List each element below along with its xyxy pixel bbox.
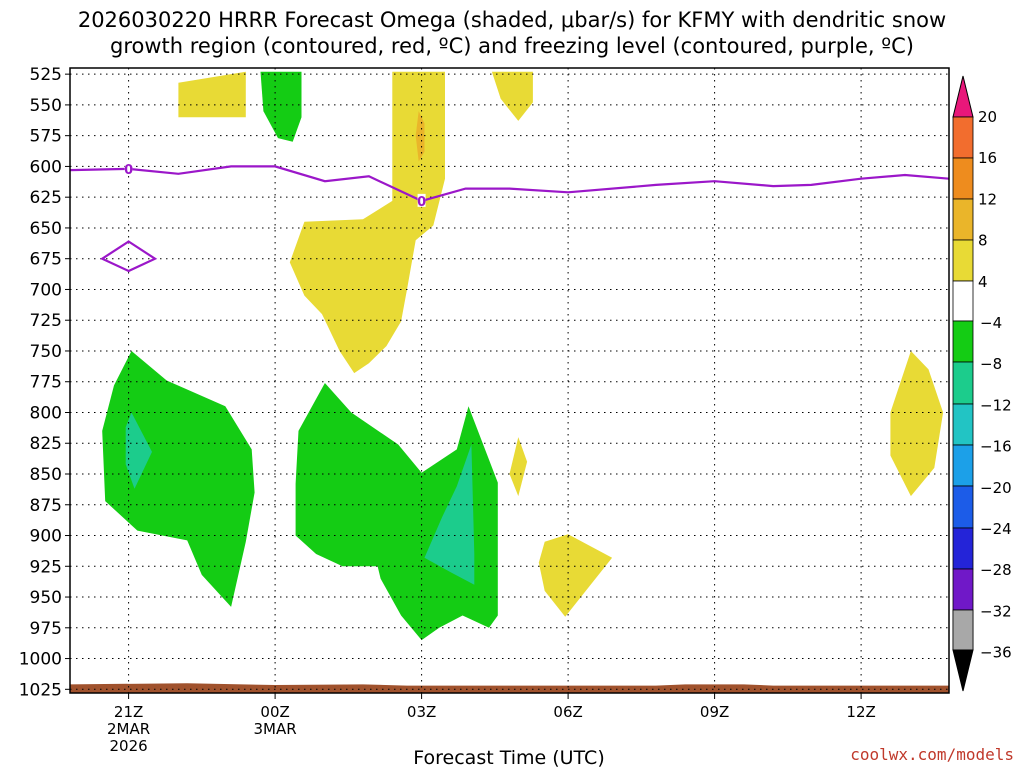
colorbar-bin-4 — [952, 239, 974, 282]
freezing-label-bg-0 — [124, 161, 133, 175]
colorbar-top-arrow — [952, 75, 974, 118]
colorbar-label-13: −36 — [980, 644, 1012, 662]
y-axis-ticks: 525 550 575 600 625 650 675 700 725 750 775 800 825 8… — [19, 65, 70, 700]
colorbar-bin-8 — [952, 403, 974, 446]
colorbar-label-8: −16 — [980, 438, 1012, 456]
colorbar-bin-6 — [952, 320, 974, 363]
colorbar-label-1: 16 — [978, 149, 997, 167]
colorbar-label-2: 12 — [978, 190, 997, 208]
colorbar-bin-7 — [952, 361, 974, 405]
colorbar-label-4: 4 — [978, 273, 988, 291]
xtick-label-5-0: 00Z — [260, 703, 289, 721]
ytick-label-675: 675 — [30, 250, 62, 270]
xtick-label-0-2: 2026 — [110, 737, 148, 755]
colorbar-bin-9 — [952, 444, 974, 487]
omega-region-6 — [125, 412, 152, 489]
colorbar-label-7: −12 — [980, 396, 1012, 414]
colorbar-label-12: −32 — [980, 602, 1012, 620]
ytick-label-975: 975 — [30, 619, 62, 639]
ytick-label-775: 775 — [30, 373, 62, 393]
terrain-layer — [70, 683, 949, 693]
ytick-label-575: 575 — [30, 127, 62, 147]
ytick-label-725: 725 — [30, 311, 62, 331]
ytick-label-525: 525 — [30, 65, 62, 85]
colorbar-bin-5 — [952, 280, 974, 322]
colorbar-bin-12 — [952, 568, 974, 611]
omega-region-9 — [509, 437, 528, 497]
colorbar-bin-10 — [952, 485, 974, 529]
colorbar-label-6: −8 — [980, 355, 1002, 373]
ytick-label-850: 850 — [30, 465, 62, 485]
ytick-label-800: 800 — [30, 403, 62, 423]
omega-region-5 — [102, 351, 255, 607]
freezing-label-bg-1 — [417, 193, 426, 207]
omega-region-11 — [890, 351, 944, 497]
colorbar-label-3: 8 — [978, 232, 988, 250]
freezing-level-contour: 00 — [69, 161, 950, 273]
colorbar: 20 16 12 8 4 −4 −8 −12 −16 −20 −24 −28 −32 −36 — [952, 75, 1012, 692]
xtick-label-5-1: 3MAR — [254, 720, 297, 738]
omega-region-4 — [491, 71, 533, 121]
xtick-label-0-1: 2MAR — [107, 720, 150, 738]
freezing-loop — [99, 240, 158, 273]
colorbar-label-11: −28 — [980, 561, 1012, 579]
x-axis-label: Forecast Time (UTC) — [413, 747, 604, 768]
freezing-label-1: 0 — [417, 195, 426, 210]
plot-frame — [69, 67, 950, 694]
freezing-label-0: 0 — [124, 163, 133, 178]
ytick-label-1025: 1025 — [19, 680, 62, 700]
gridlines — [70, 68, 949, 693]
omega-region-10 — [538, 534, 613, 617]
xtick-label-20-0: 09Z — [700, 703, 729, 721]
chart-title-line2: growth region (contoured, red, ºC) and f… — [110, 34, 914, 58]
colorbar-bin-2 — [952, 157, 974, 200]
chart-title-line1: 2026030220 HRRR Forecast Omega (shaded, … — [78, 8, 946, 32]
credit-text: coolwx.com/models — [850, 745, 1014, 764]
colorbar-bin-3 — [952, 198, 974, 241]
ytick-label-1000: 1000 — [19, 650, 62, 670]
xtick-label-10-0: 03Z — [407, 703, 436, 721]
omega-region-3 — [260, 71, 302, 142]
xtick-label-0-0: 21Z — [114, 703, 143, 721]
ytick-label-875: 875 — [30, 496, 62, 516]
colorbar-bin-last — [952, 609, 974, 651]
ytick-label-600: 600 — [30, 157, 62, 177]
omega-region-1 — [289, 71, 445, 374]
colorbar-label-5: −4 — [980, 314, 1002, 332]
colorbar-bottom-arrow — [952, 649, 974, 692]
ytick-label-750: 750 — [30, 342, 62, 362]
ytick-label-925: 925 — [30, 557, 62, 577]
colorbar-label-9: −20 — [980, 479, 1012, 497]
colorbar-label-0: 20 — [978, 108, 997, 126]
ytick-label-700: 700 — [30, 280, 62, 300]
omega-region-8 — [424, 444, 475, 585]
ytick-label-950: 950 — [30, 588, 62, 608]
omega-region-2 — [415, 111, 425, 162]
omega-shaded-regions — [102, 71, 944, 641]
ytick-label-900: 900 — [30, 527, 62, 547]
xtick-label-15-0: 06Z — [553, 703, 582, 721]
ytick-label-650: 650 — [30, 219, 62, 239]
colorbar-bin-1 — [952, 116, 974, 159]
ytick-label-625: 625 — [30, 188, 62, 208]
freezing-line — [69, 165, 950, 203]
ytick-label-825: 825 — [30, 434, 62, 454]
omega-region-7 — [295, 383, 498, 641]
ytick-label-550: 550 — [30, 96, 62, 116]
terrain-fill — [70, 683, 949, 693]
colorbar-label-10: −24 — [980, 520, 1012, 538]
xtick-label-25-0: 12Z — [846, 703, 875, 721]
omega-region-0 — [178, 71, 246, 118]
colorbar-bin-11 — [952, 527, 974, 570]
